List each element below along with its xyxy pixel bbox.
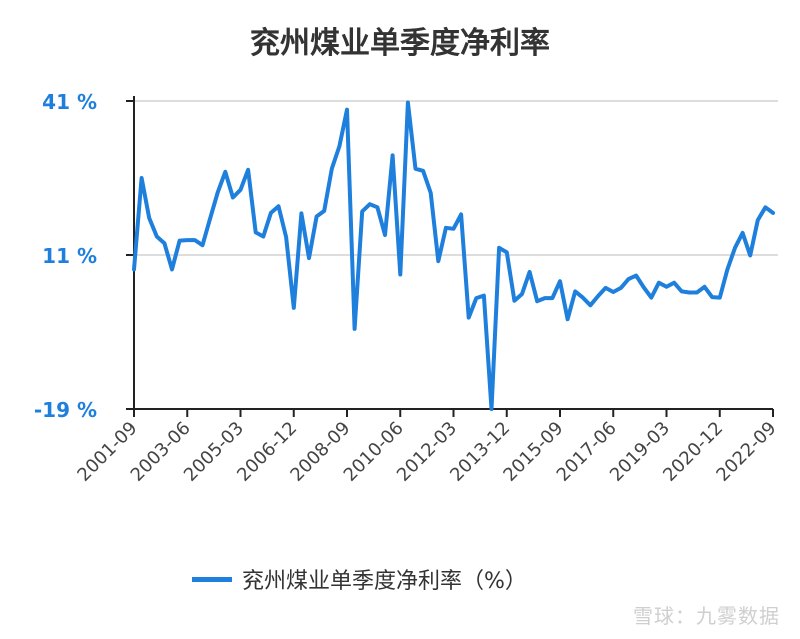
- series-line: [132, 100, 775, 411]
- y-tick-label: 41 %: [42, 90, 97, 114]
- legend-line-swatch: [192, 576, 232, 582]
- gridlines: [134, 100, 778, 256]
- axes: [133, 96, 773, 410]
- watermark: 雪球：九雾数据: [633, 604, 780, 628]
- x-axis-ticks: 2001-092003-062005-032006-122008-092010-…: [73, 409, 781, 486]
- legend: 兖州煤业单季度净利率（%）: [192, 563, 527, 595]
- legend-label: 兖州煤业单季度净利率（%）: [242, 569, 527, 594]
- y-tick-label: 11 %: [42, 244, 97, 268]
- series-layer: [132, 100, 775, 411]
- y-axis-ticks: -19 % 11 % 41 %: [34, 90, 134, 422]
- chart-title: 兖州煤业单季度净利率: [250, 26, 550, 61]
- x-tick-label: 2022-09: [712, 418, 780, 486]
- y-tick-label: -19 %: [34, 398, 97, 422]
